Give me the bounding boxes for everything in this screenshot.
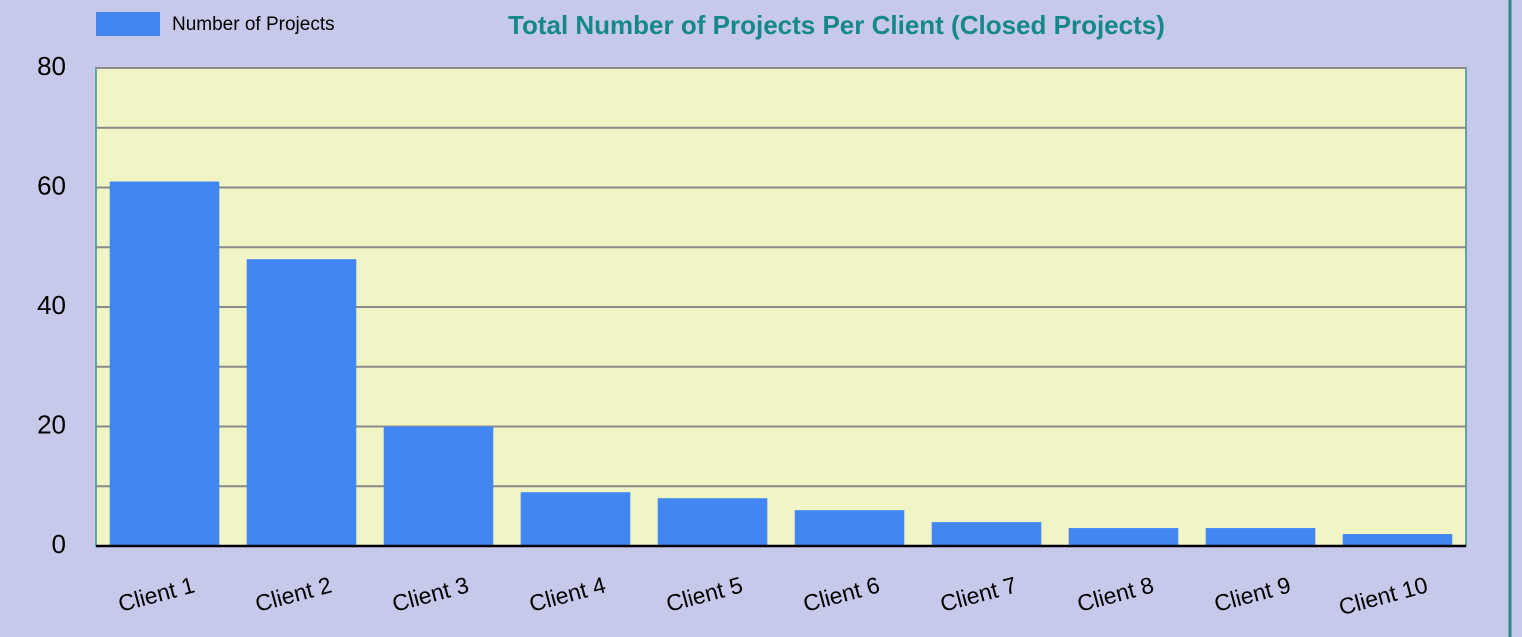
legend-swatch <box>96 12 160 36</box>
y-tick-label: 60 <box>37 170 66 200</box>
bar <box>794 510 905 546</box>
y-tick-label: 20 <box>37 409 66 439</box>
chart-title: Total Number of Projects Per Client (Clo… <box>508 10 1165 40</box>
legend-label: Number of Projects <box>172 14 335 35</box>
bar <box>1068 528 1179 546</box>
bar <box>657 498 768 546</box>
bar <box>109 181 220 546</box>
y-tick-label: 40 <box>37 290 66 320</box>
bar <box>383 426 494 546</box>
bar <box>520 492 631 546</box>
y-tick-label: 80 <box>37 51 66 81</box>
bar <box>931 522 1042 546</box>
bar <box>246 259 357 546</box>
bar <box>1205 528 1316 546</box>
y-tick-label: 0 <box>52 529 66 559</box>
bar <box>1342 534 1453 546</box>
